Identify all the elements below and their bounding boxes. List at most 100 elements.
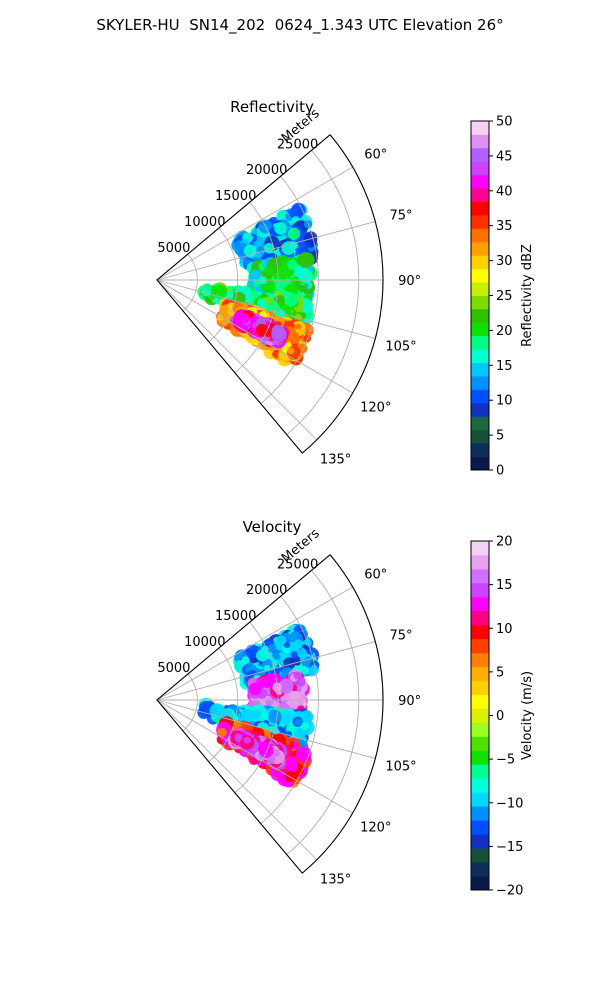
- echo-cell: [291, 691, 307, 706]
- colorbar-swatch: [471, 722, 489, 737]
- colorbar-swatch: [471, 848, 489, 863]
- azimuth-spoke: [156, 221, 376, 281]
- colorbar-swatch: [471, 376, 489, 390]
- colorbar: −20 −15 −10 −5 0 5 10 15 20 Velocity (m/s): [470, 535, 535, 899]
- polar-grid: [156, 570, 383, 861]
- colorbar-tick-label: 30: [496, 254, 513, 269]
- colorbar-tick-label: 15: [496, 359, 513, 374]
- echo-cell: [250, 269, 262, 281]
- azimuth-tick-label: 135°: [320, 453, 351, 468]
- range-tick-label: 20000: [246, 163, 287, 178]
- echo-cell: [282, 714, 291, 723]
- colorbar-swatch: [471, 201, 489, 216]
- azimuth-tick-label: 75°: [389, 629, 412, 644]
- echo-cell: [243, 736, 251, 744]
- colorbar-swatch: [471, 708, 489, 723]
- colorbar: 0 5 10 15 20 25 30 35 40 45 50 Reflectivity dBZ: [470, 115, 535, 479]
- echo-cell: [287, 227, 301, 240]
- colorbar-tick-label: 5: [496, 665, 504, 680]
- echo-cell: [248, 682, 262, 696]
- colorbar-swatch: [471, 335, 489, 350]
- colorbar-swatch: [471, 624, 489, 640]
- colorbar-swatch: [471, 416, 489, 431]
- range-tick-label: 20000: [246, 583, 287, 598]
- echo-cell: [300, 666, 309, 675]
- echo-cell: [220, 304, 229, 314]
- colorbar-label: Reflectivity dBZ: [520, 244, 535, 347]
- echo-cell: [289, 206, 304, 220]
- echo-cell: [276, 635, 287, 646]
- echo-cell: [274, 222, 287, 235]
- echo-cell: [240, 708, 255, 723]
- colorbar-swatch: [471, 443, 489, 457]
- azimuth-tick-label: 105°: [385, 339, 416, 354]
- colorbar-tick-label: 5: [496, 429, 504, 444]
- echo-cell: [304, 329, 311, 336]
- echo-cell: [217, 315, 224, 322]
- colorbar-swatch: [471, 680, 489, 695]
- colorbar-swatch: [471, 568, 489, 584]
- colorbar-swatch: [471, 792, 489, 807]
- colorbar-swatch: [471, 638, 489, 654]
- colorbar-swatch: [471, 778, 489, 793]
- colorbar-swatch: [471, 147, 489, 162]
- echo-cell: [217, 727, 227, 737]
- azimuth-spoke: [156, 699, 318, 861]
- azimuth-tick-label: 75°: [389, 209, 412, 224]
- colorbar-swatch: [471, 694, 489, 709]
- range-tick-label: 5000: [157, 241, 190, 256]
- colorbar-swatch: [471, 121, 489, 135]
- azimuth-tick-label: 120°: [360, 400, 391, 415]
- colorbar-tick-label: 40: [496, 184, 513, 199]
- echo-cell: [284, 292, 299, 307]
- azimuth-tick-label: 105°: [385, 759, 416, 774]
- range-tick-label: 15000: [215, 609, 256, 624]
- echo-cell: [256, 649, 268, 662]
- echo-cell: [213, 284, 228, 299]
- colorbar-tick-label: 0: [496, 709, 504, 724]
- echo-cell: [290, 651, 298, 659]
- colorbar-swatch: [471, 429, 489, 444]
- colorbar-swatch: [471, 610, 489, 626]
- azimuth-tick-label: 90°: [398, 274, 421, 289]
- echo-field: [197, 202, 319, 367]
- colorbar-swatch: [471, 806, 489, 821]
- echo-cell: [257, 298, 267, 308]
- polar-frame: [156, 554, 384, 874]
- figure-title: SKYLER-HU SN14_202 0624_1.343 UTC Elevat…: [96, 16, 504, 34]
- panel-title: Velocity: [243, 518, 302, 536]
- range-tick-label: 10000: [184, 215, 225, 230]
- azimuth-spoke: [156, 699, 353, 814]
- colorbar-swatch: [471, 750, 489, 765]
- echo-cell: [273, 653, 281, 661]
- colorbar-swatch: [471, 308, 489, 323]
- echo-cell: [199, 700, 212, 714]
- echo-cell: [203, 283, 212, 291]
- colorbar-tick-label: 20: [496, 324, 513, 339]
- azimuth-tick-label: 135°: [320, 873, 351, 888]
- colorbar-tick-label: 10: [496, 394, 513, 409]
- colorbar-swatch: [471, 456, 489, 471]
- echo-cell: [287, 259, 298, 270]
- echo-cell: [245, 644, 260, 659]
- echo-cell: [298, 269, 313, 284]
- colorbar-swatch: [471, 295, 489, 310]
- colorbar-tick-label: 35: [496, 219, 513, 234]
- colorbar-swatch: [471, 174, 489, 189]
- range-ring: [260, 595, 319, 825]
- echo-cell: [259, 743, 274, 758]
- colorbar-swatch: [471, 764, 489, 779]
- echo-cell: [293, 639, 304, 649]
- range-ring: [260, 175, 319, 405]
- echo-cell: [266, 755, 276, 765]
- echo-cell: [294, 718, 302, 726]
- range-tick-label: 25000: [277, 137, 318, 152]
- colorbar-swatch: [471, 736, 489, 751]
- echo-cell: [283, 642, 290, 648]
- colorbar-tick-label: −10: [496, 796, 523, 811]
- echo-cell: [268, 643, 276, 652]
- colorbar-swatch: [471, 820, 489, 835]
- colorbar-tick-label: −15: [496, 840, 523, 855]
- echo-cell: [241, 656, 250, 665]
- polar-grid: [156, 150, 383, 441]
